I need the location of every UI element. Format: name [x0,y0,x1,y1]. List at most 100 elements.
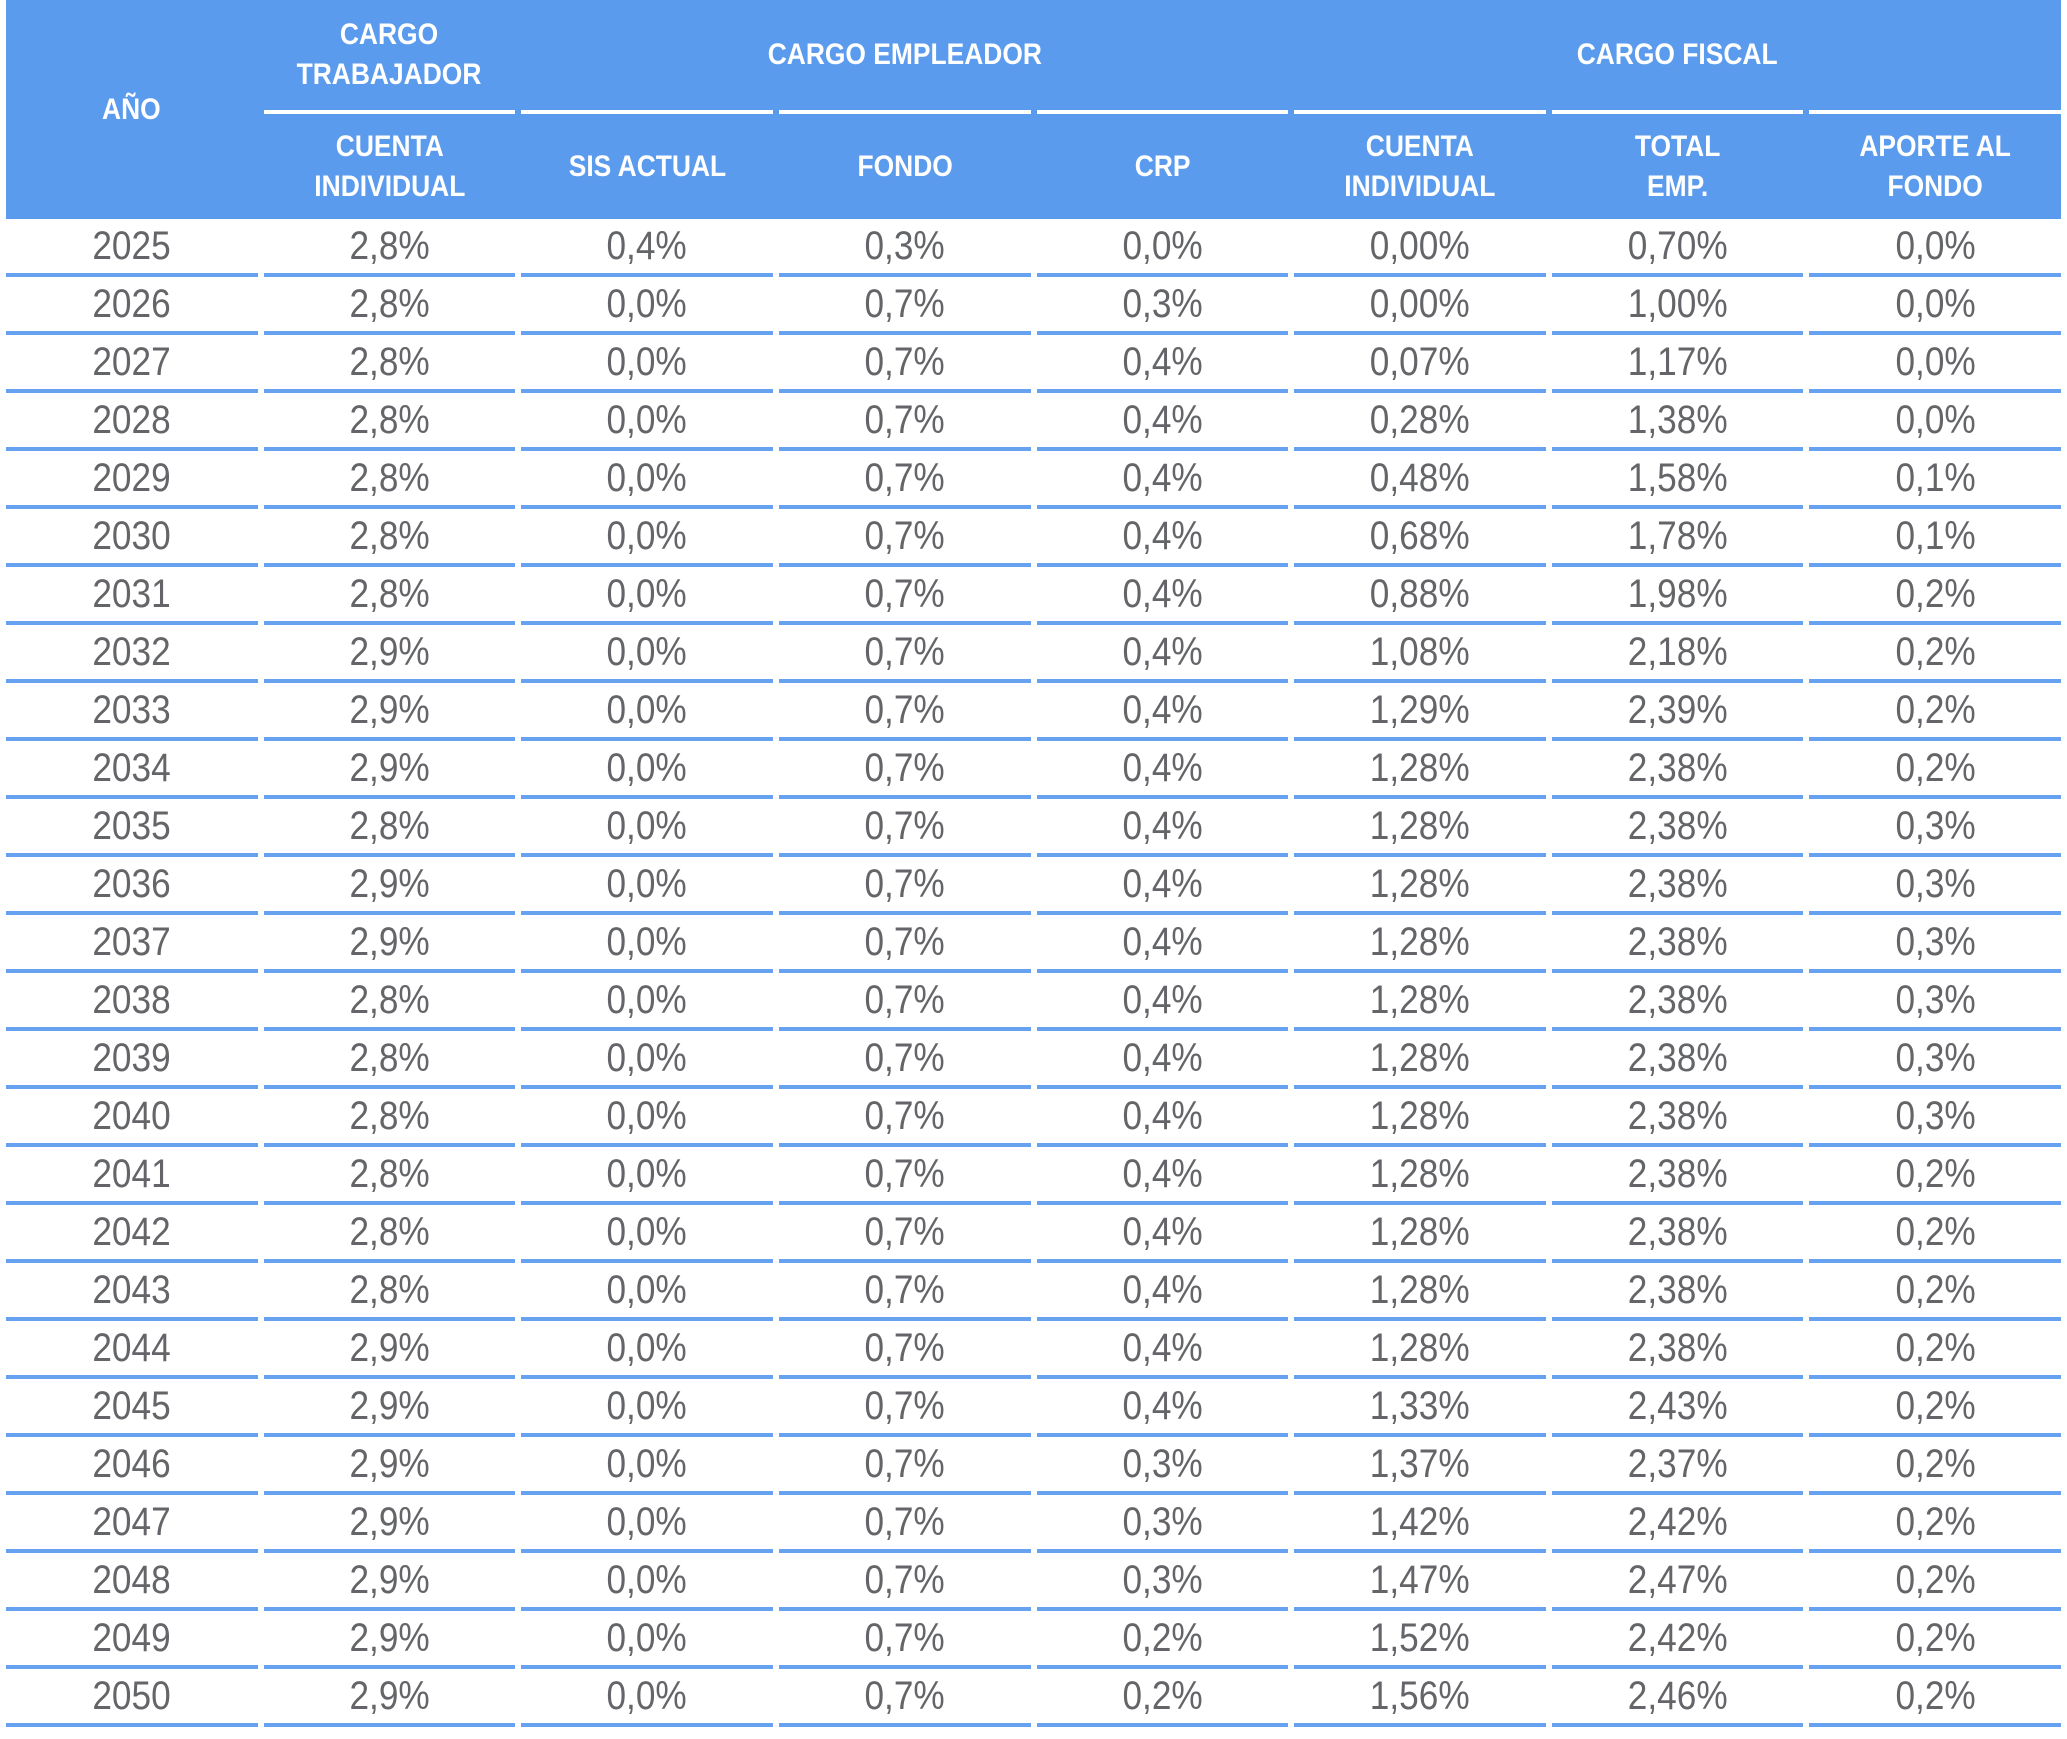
table-row: 2033 2,9% 0,0% 0,7% 0,4% 1,29% 2,39% 0,2… [6,683,2061,741]
cell-crp-value: 0,3% [1122,282,1203,326]
cell-ano: 2033 [6,683,258,741]
cell-cuenta-individual-fiscal-value: 1,28% [1370,1210,1470,1254]
cell-sis-actual: 0,0% [521,1379,773,1437]
cell-ano: 2042 [6,1205,258,1263]
cell-aporte-al-fondo: 0,2% [1809,1379,2061,1437]
cell-cuenta-individual-fiscal-value: 0,00% [1370,282,1470,326]
cell-crp: 0,4% [1036,393,1289,451]
cell-fondo: 0,7% [778,1031,1031,1089]
cell-cuenta-individual-fiscal: 1,28% [1294,973,1546,1031]
cell-cuenta-individual-fiscal: 1,28% [1294,1205,1546,1263]
cell-cuenta-individual-fiscal-value: 1,28% [1370,920,1470,964]
cell-aporte-al-fondo: 0,2% [1809,625,2061,683]
cell-aporte-al-fondo: 0,2% [1809,1669,2061,1727]
cell-fondo: 0,7% [778,567,1031,625]
cell-fondo-value: 0,7% [864,630,945,674]
cell-ano: 2048 [6,1553,258,1611]
cell-aporte-al-fondo-value: 0,2% [1895,572,1976,616]
cell-sis-actual: 0,0% [521,1205,773,1263]
cell-fondo: 0,7% [778,1147,1031,1205]
cell-sis-actual-value: 0,0% [606,1094,688,1138]
cell-ano-value: 2042 [92,1210,171,1254]
cell-ano: 2025 [6,219,258,277]
cell-cuenta-individual-fiscal-value: 0,48% [1370,456,1470,500]
cell-ano: 2047 [6,1495,258,1553]
cell-sis-actual-value: 0,0% [606,514,688,558]
cell-cuenta-individual-trabajador: 2,9% [263,857,516,915]
table-row: 2025 2,8% 0,4% 0,3% 0,0% 0,00% 0,70% 0,0… [6,219,2061,277]
cell-cuenta-individual-trabajador: 2,9% [263,625,516,683]
cell-crp: 0,3% [1036,1437,1289,1495]
cell-total-emp-value: 1,17% [1627,340,1728,384]
cell-total-emp: 2,38% [1551,915,1804,973]
header-fondo: FONDO [778,110,1031,219]
cell-fondo-value: 0,7% [864,1442,945,1486]
cell-sis-actual: 0,0% [521,973,773,1031]
header-ano-label: AÑO [102,92,162,126]
cell-sis-actual-value: 0,0% [606,1268,688,1312]
cell-sis-actual-value: 0,0% [606,630,688,674]
cell-cuenta-individual-trabajador-value: 2,9% [349,1442,430,1486]
cell-aporte-al-fondo: 0,2% [1809,741,2061,799]
cell-cuenta-individual-trabajador: 2,8% [263,277,516,335]
cell-fondo: 0,7% [778,741,1031,799]
cell-cuenta-individual-trabajador: 2,8% [263,509,516,567]
cell-cuenta-individual-trabajador: 2,8% [263,219,516,277]
cell-sis-actual-value: 0,0% [606,1558,688,1602]
cell-total-emp-value: 2,38% [1627,804,1728,848]
cell-ano-value: 2032 [92,630,171,674]
cell-cuenta-individual-fiscal: 1,29% [1294,683,1546,741]
cell-sis-actual-value: 0,0% [606,978,688,1022]
cell-total-emp-value: 2,38% [1627,920,1728,964]
cell-crp-value: 0,4% [1122,514,1203,558]
cell-ano-value: 2030 [92,514,171,558]
cell-ano-value: 2026 [92,282,171,326]
cell-crp-value: 0,4% [1122,572,1203,616]
cell-aporte-al-fondo: 0,2% [1809,1437,2061,1495]
cell-ano-value: 2045 [92,1384,171,1428]
cell-ano: 2026 [6,277,258,335]
table-row: 2045 2,9% 0,0% 0,7% 0,4% 1,33% 2,43% 0,2… [6,1379,2061,1437]
cell-total-emp: 2,38% [1551,857,1804,915]
cell-total-emp: 2,42% [1551,1611,1804,1669]
cell-ano: 2040 [6,1089,258,1147]
cell-sis-actual-value: 0,0% [606,1442,688,1486]
cell-cuenta-individual-trabajador: 2,8% [263,393,516,451]
cell-total-emp: 2,38% [1551,741,1804,799]
cell-cuenta-individual-fiscal: 1,28% [1294,1321,1546,1379]
cell-cuenta-individual-trabajador-value: 2,9% [349,630,430,674]
cell-sis-actual-value: 0,0% [606,1152,688,1196]
cell-ano-value: 2027 [92,340,171,384]
header-sub-row: CUENTA INDIVIDUAL SIS ACTUAL FONDO CRP C… [6,110,2061,219]
cell-total-emp: 2,38% [1551,1321,1804,1379]
cell-fondo: 0,7% [778,393,1031,451]
cell-sis-actual-value: 0,0% [606,572,688,616]
cell-cuenta-individual-trabajador: 2,9% [263,1379,516,1437]
header-aporte-al-fondo: APORTE AL FONDO [1809,110,2061,219]
table-row: 2031 2,8% 0,0% 0,7% 0,4% 0,88% 1,98% 0,2… [6,567,2061,625]
cell-cuenta-individual-trabajador: 2,8% [263,567,516,625]
cell-crp: 0,4% [1036,335,1289,393]
cell-sis-actual-value: 0,0% [606,804,688,848]
cell-crp-value: 0,4% [1122,1152,1203,1196]
cell-cuenta-individual-fiscal-value: 0,88% [1370,572,1470,616]
cell-aporte-al-fondo-value: 0,3% [1895,1094,1976,1138]
cell-aporte-al-fondo-value: 0,2% [1895,1210,1976,1254]
cell-crp: 0,4% [1036,1321,1289,1379]
cell-aporte-al-fondo: 0,2% [1809,1205,2061,1263]
cell-aporte-al-fondo: 0,2% [1809,1263,2061,1321]
cell-cuenta-individual-fiscal: 1,56% [1294,1669,1546,1727]
cell-fondo-value: 0,7% [864,1558,945,1602]
cell-sis-actual: 0,0% [521,857,773,915]
table-row: 2040 2,8% 0,0% 0,7% 0,4% 1,28% 2,38% 0,3… [6,1089,2061,1147]
cell-ano-value: 2025 [92,224,171,268]
cell-total-emp-value: 2,46% [1627,1674,1728,1718]
cell-aporte-al-fondo: 0,2% [1809,1553,2061,1611]
cell-aporte-al-fondo: 0,0% [1809,393,2061,451]
cell-sis-actual: 0,0% [521,1437,773,1495]
cell-cuenta-individual-fiscal: 1,52% [1294,1611,1546,1669]
cell-total-emp: 2,43% [1551,1379,1804,1437]
cell-cuenta-individual-trabajador-value: 2,8% [349,1268,430,1312]
cell-fondo: 0,7% [778,1379,1031,1437]
